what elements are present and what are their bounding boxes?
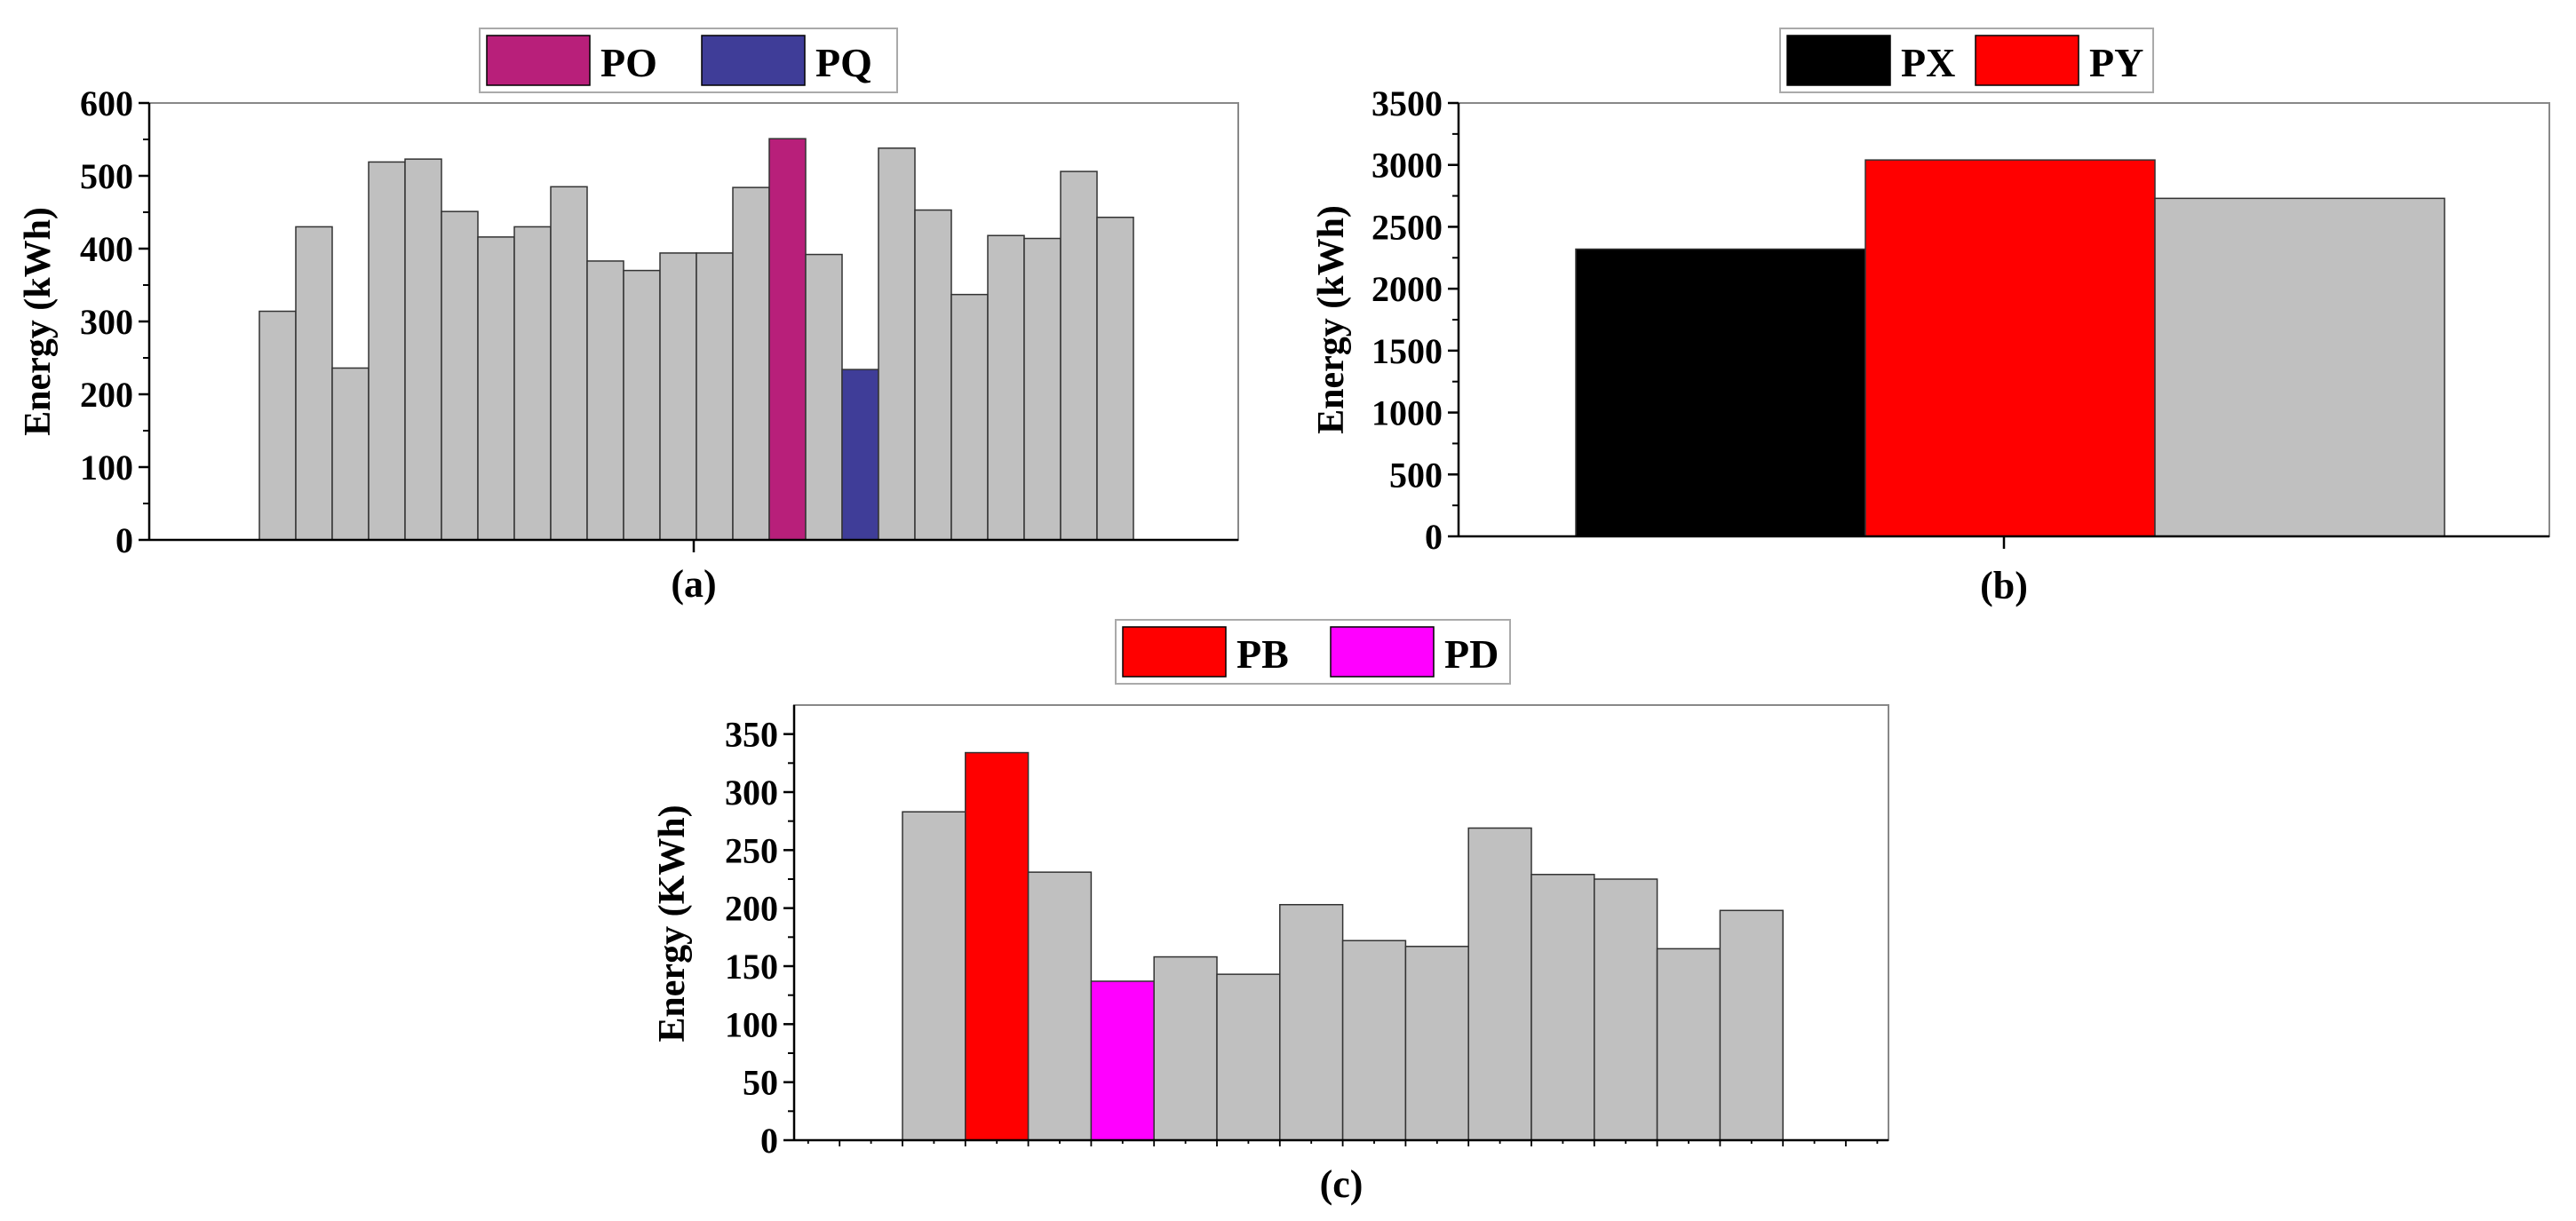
y-tick-label-c-0: 0 xyxy=(760,1121,778,1161)
y-tick-label-a-200: 200 xyxy=(80,375,133,415)
bar-a-22 xyxy=(1023,237,1061,541)
bar-b-3 xyxy=(2154,197,2445,537)
bar-a-18 xyxy=(878,147,916,541)
y-tick-label-a-500: 500 xyxy=(80,156,133,196)
legend-label-po: PO xyxy=(600,40,657,85)
bar-c-2 xyxy=(965,751,1030,1141)
y-tick-label-b-3500: 3500 xyxy=(1371,83,1443,123)
y-tick-label-b-1500: 1500 xyxy=(1371,331,1443,371)
bar-a-6 xyxy=(441,210,479,541)
y-ticks-b: 0 500 1000 1500 2000 2500 3000 3500 xyxy=(1371,83,1459,557)
bar-c-7 xyxy=(1279,904,1344,1141)
bar-a-21 xyxy=(987,234,1025,541)
bar-a-12 xyxy=(659,252,697,541)
legend-swatch-pq xyxy=(701,35,806,86)
y-tick-label-b-0: 0 xyxy=(1425,517,1443,557)
bar-a-7 xyxy=(477,236,515,541)
bar-a-11 xyxy=(623,269,661,541)
bar-c-5 xyxy=(1153,955,1218,1141)
legend-swatch-px xyxy=(1786,35,1891,86)
legend-label-px: PX xyxy=(1901,40,1955,85)
bar-c-4 xyxy=(1090,980,1155,1141)
bar-a-14 xyxy=(732,186,770,541)
y-tick-label-b-2500: 2500 xyxy=(1371,207,1443,247)
bar-c-10 xyxy=(1467,827,1532,1141)
bar-a-13 xyxy=(696,252,734,541)
y-tick-label-b-3000: 3000 xyxy=(1371,146,1443,186)
bar-a-5 xyxy=(404,158,442,541)
bars-c xyxy=(902,751,1784,1141)
bar-c-13 xyxy=(1656,947,1721,1141)
y-tick-label-c-50: 50 xyxy=(743,1063,778,1103)
bar-a-10 xyxy=(586,260,624,541)
legend-label-pb: PB xyxy=(1236,631,1289,677)
caption-c: (c) xyxy=(1320,1162,1364,1206)
bar-a-16 xyxy=(805,253,843,541)
legend-label-pq: PQ xyxy=(815,40,872,85)
bar-c-3 xyxy=(1027,871,1093,1141)
bar-a-2 xyxy=(295,226,333,541)
y-tick-label-a-600: 600 xyxy=(80,83,133,123)
bar-a-9 xyxy=(550,186,588,541)
y-ticks-c: 0 50 100 150 200 250 300 350 xyxy=(725,715,794,1161)
bar-a-20 xyxy=(950,293,989,541)
y-tick-label-c-150: 150 xyxy=(725,947,778,987)
legend-swatch-pd xyxy=(1330,626,1435,678)
bar-c-14 xyxy=(1719,909,1784,1141)
y-tick-label-b-1000: 1000 xyxy=(1371,393,1443,433)
y-tick-label-c-300: 300 xyxy=(725,773,778,813)
bar-a-4 xyxy=(368,161,406,541)
y-tick-label-a-400: 400 xyxy=(80,229,133,269)
y-tick-label-a-300: 300 xyxy=(80,302,133,342)
y-tick-label-c-350: 350 xyxy=(725,715,778,755)
y-tick-label-b-2000: 2000 xyxy=(1371,269,1443,309)
bar-a-15 xyxy=(768,138,807,541)
bar-c-1 xyxy=(902,811,966,1141)
bar-a-3 xyxy=(331,367,370,541)
bar-c-9 xyxy=(1404,946,1469,1141)
bar-b-1 xyxy=(1575,248,1866,537)
y-tick-label-a-100: 100 xyxy=(80,448,133,488)
y-axis-label-a: Energy (kWh) xyxy=(18,207,59,436)
y-tick-label-c-100: 100 xyxy=(725,1004,778,1044)
bar-a-8 xyxy=(513,226,552,541)
bar-c-6 xyxy=(1216,973,1281,1141)
chart-panel-a: PO PQ 0 100 200 300 400 500 600 Energy (kWh) (… xyxy=(18,28,1239,606)
bar-a-24 xyxy=(1096,216,1134,541)
y-tick-label-b-500: 500 xyxy=(1389,455,1443,495)
legend-swatch-pb xyxy=(1122,626,1227,678)
bar-a-17 xyxy=(841,369,879,541)
bar-a-19 xyxy=(914,209,952,541)
caption-a: (a) xyxy=(671,562,716,606)
chart-panel-b: PX PY 0 500 1000 1500 2000 2500 3000 3500 Energ… xyxy=(1311,28,2550,607)
y-ticks-a: 0 100 200 300 400 500 600 xyxy=(80,83,149,560)
legend-swatch-py xyxy=(1975,35,2079,86)
bar-b-2 xyxy=(1864,159,2156,537)
bars-b xyxy=(1575,159,2445,537)
legend-label-py: PY xyxy=(2089,40,2143,85)
bars-a xyxy=(258,138,1134,541)
bar-c-8 xyxy=(1341,940,1407,1141)
y-axis-label-b: Energy (kWh) xyxy=(1311,205,1352,434)
legend-swatch-po xyxy=(486,35,591,86)
bar-c-11 xyxy=(1530,874,1595,1141)
y-tick-label-c-200: 200 xyxy=(725,889,778,929)
legend-label-pd: PD xyxy=(1444,631,1499,677)
bar-c-12 xyxy=(1594,878,1658,1141)
bar-a-1 xyxy=(258,310,297,541)
caption-b: (b) xyxy=(1980,564,2028,607)
y-tick-label-a-0: 0 xyxy=(115,520,133,560)
chart-panel-c: PB PD 0 50 100 150 200 250 300 350 Energy (KWh)… xyxy=(652,619,1889,1206)
y-axis-label-c: Energy (KWh) xyxy=(652,805,693,1042)
bar-a-23 xyxy=(1060,170,1098,541)
y-tick-label-c-250: 250 xyxy=(725,830,778,870)
